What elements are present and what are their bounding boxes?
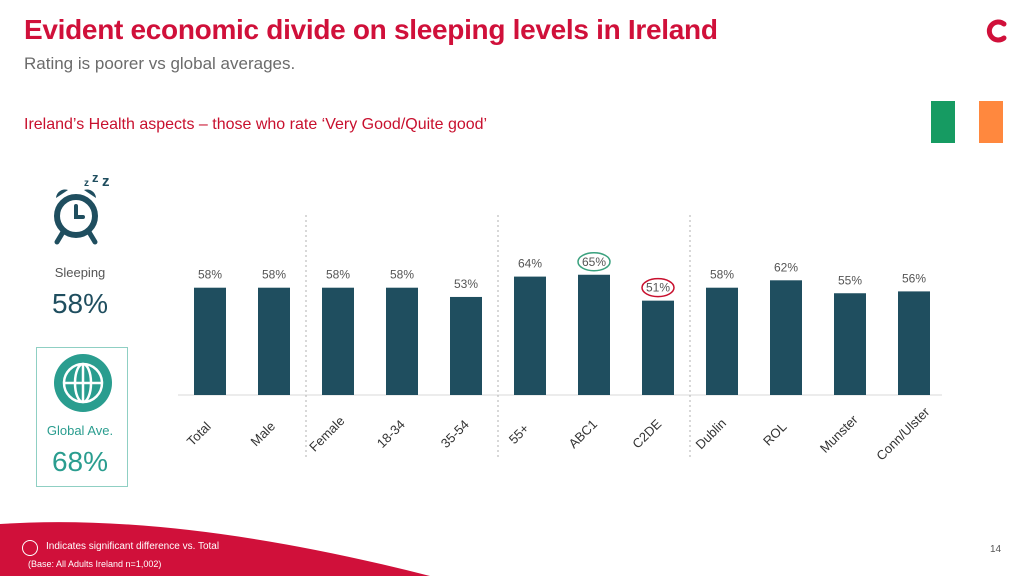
alarm-clock-zzz-icon: z z z [54, 170, 110, 245]
category-label: Total [184, 419, 214, 449]
data-label: 58% [710, 268, 734, 282]
section-title: Ireland’s Health aspects – those who rat… [24, 116, 488, 133]
data-label: 55% [838, 273, 862, 287]
sleeping-value: 58% [51, 288, 109, 319]
base-note: (Base: All Adults Ireland n=1,002) [28, 559, 162, 569]
bar [194, 287, 226, 395]
bar [898, 291, 930, 395]
bar [770, 280, 802, 395]
category-label: Munster [817, 411, 861, 455]
data-label: 53% [454, 277, 478, 291]
category-label: ABC1 [566, 417, 601, 452]
svg-text:z: z [102, 173, 110, 190]
page-title: Evident economic divide on sleeping leve… [24, 14, 718, 45]
brand-logo-icon [986, 19, 1007, 43]
data-label: 58% [262, 268, 286, 282]
bar [642, 300, 674, 395]
category-label: C2DE [629, 416, 664, 451]
sleeping-label: Sleeping [54, 265, 106, 280]
data-label: 58% [390, 268, 414, 282]
global-average-value: 68% [51, 446, 109, 477]
bar [450, 296, 482, 395]
data-label: 65% [582, 255, 606, 269]
bar [258, 287, 290, 395]
data-label: 62% [774, 260, 798, 274]
category-label: Conn/Ulster [873, 404, 933, 464]
flag-green-icon [931, 101, 955, 143]
footer-band [0, 522, 430, 576]
category-label: Male [248, 419, 279, 450]
bar [834, 293, 866, 395]
bar [386, 287, 418, 395]
data-label: 58% [326, 268, 350, 282]
legend-text: Indicates significant difference vs. Tot… [46, 541, 220, 552]
bar [514, 276, 546, 395]
data-label: 58% [198, 268, 222, 282]
category-label: 18-34 [374, 417, 408, 451]
bar [322, 287, 354, 395]
category-label: 55+ [506, 421, 532, 447]
category-label: ROL [760, 419, 790, 449]
bar [578, 274, 610, 395]
global-average-label: Global Ave. [46, 423, 114, 438]
data-label: 51% [646, 281, 670, 295]
globe-icon [54, 354, 112, 412]
svg-text:z: z [92, 170, 99, 185]
data-label: 64% [518, 257, 542, 271]
significance-circle-icon [22, 540, 38, 556]
bar [706, 287, 738, 395]
page-subtitle: Rating is poorer vs global averages. [24, 54, 296, 73]
category-label: 35-54 [438, 417, 472, 451]
page-number: 14 [990, 544, 1002, 555]
significance-marker [577, 252, 611, 272]
data-label: 56% [902, 271, 926, 285]
category-label: Dublin [692, 415, 729, 452]
global-average-box [36, 347, 128, 487]
category-label: Female [306, 413, 347, 454]
significance-marker [641, 277, 675, 298]
flag-orange-icon [979, 101, 1003, 143]
svg-text:z: z [84, 178, 89, 189]
